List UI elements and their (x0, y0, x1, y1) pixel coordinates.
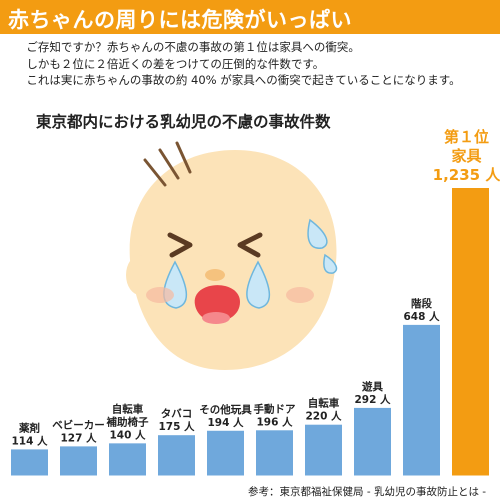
bar-2 (109, 443, 146, 476)
bar-value-3: 175 人 (158, 420, 195, 433)
bar-value-0: 114 人 (11, 434, 48, 447)
bar-label-9-line-0: 第１位 (444, 128, 489, 146)
bar-label-7-line-0: 遊具 (362, 380, 383, 393)
bar-value-5: 196 人 (256, 415, 293, 428)
chart-title: 東京都内における乳幼児の不慮の事故件数 (36, 113, 331, 131)
bar-value-6: 220 人 (305, 410, 342, 423)
header-banner: 赤ちゃんの周りには危険がいっぱい (0, 0, 500, 34)
bars-group (11, 188, 489, 476)
bar-value-2: 140 人 (109, 428, 146, 441)
intro-line-3: これは実に赤ちゃんの事故の約 40% が家具への衝突で起きていることになります。 (26, 73, 461, 87)
bar-value-7: 292 人 (354, 393, 391, 406)
bar-label-8-line-0: 階段 (411, 297, 432, 310)
bar-0 (11, 449, 48, 476)
bar-5 (256, 430, 293, 476)
bar-7 (354, 407, 391, 476)
bar-label-0-line-0: 薬剤 (18, 421, 40, 434)
bar-label-5-line-0: 手動ドア (254, 402, 296, 415)
bar-6 (305, 424, 342, 476)
bar-label-1-line-0: ベビーカー (52, 418, 105, 431)
bar-label-3-line-0: タバコ (161, 408, 193, 420)
page-title: 赤ちゃんの周りには危険がいっぱい (8, 8, 352, 32)
bar-label-2-line-0: 自転車 (112, 402, 144, 415)
bar-value-4: 194 人 (207, 416, 244, 429)
bar-label-2-line-1: 補助椅子 (106, 415, 149, 428)
source-citation: 参考：東京都福祉保健局 - 乳幼児の事故防止とは - (248, 486, 487, 498)
intro-line-2: しかも２位に２倍近くの差をつけての圧倒的な件数です。 (26, 56, 325, 71)
bar-value-8: 648 人 (403, 310, 440, 323)
bar-label-9-line-2: 1,235 人 (433, 166, 500, 184)
bar-3 (158, 435, 195, 476)
bar-label-6-line-0: 自転車 (308, 397, 340, 410)
bar-label-4-line-0: その他玩具 (199, 403, 252, 416)
bar-value-1: 127 人 (60, 431, 97, 444)
bar-4 (207, 430, 244, 476)
bar-label-9-line-1: 家具 (451, 147, 481, 165)
bar-1 (60, 446, 97, 476)
bar-8 (403, 324, 440, 476)
intro-line-1: ご存知ですか？赤ちゃんの不慮の事故の第１位は家具への衝突。 (26, 40, 360, 54)
bar-9 (452, 188, 489, 476)
crying-baby-icon (126, 141, 338, 370)
intro-text: ご存知ですか？赤ちゃんの不慮の事故の第１位は家具への衝突。 しかも２位に２倍近く… (8, 39, 494, 89)
